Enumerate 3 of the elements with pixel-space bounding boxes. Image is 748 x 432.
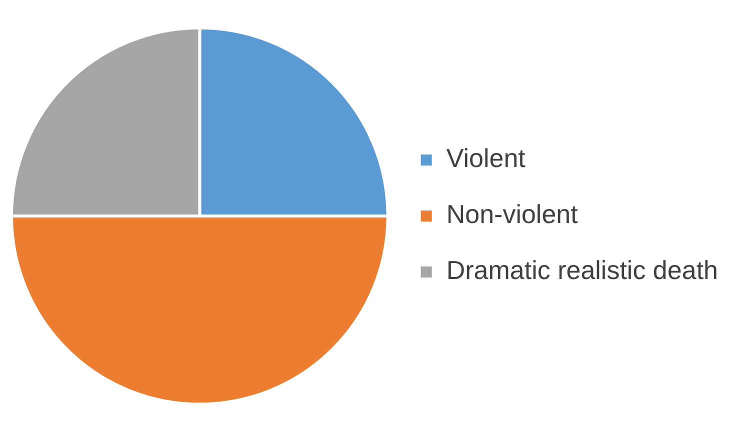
legend-label: Non-violent (446, 199, 579, 230)
legend-label: Dramatic realistic death (446, 255, 718, 286)
legend-label: Violent (446, 143, 526, 174)
